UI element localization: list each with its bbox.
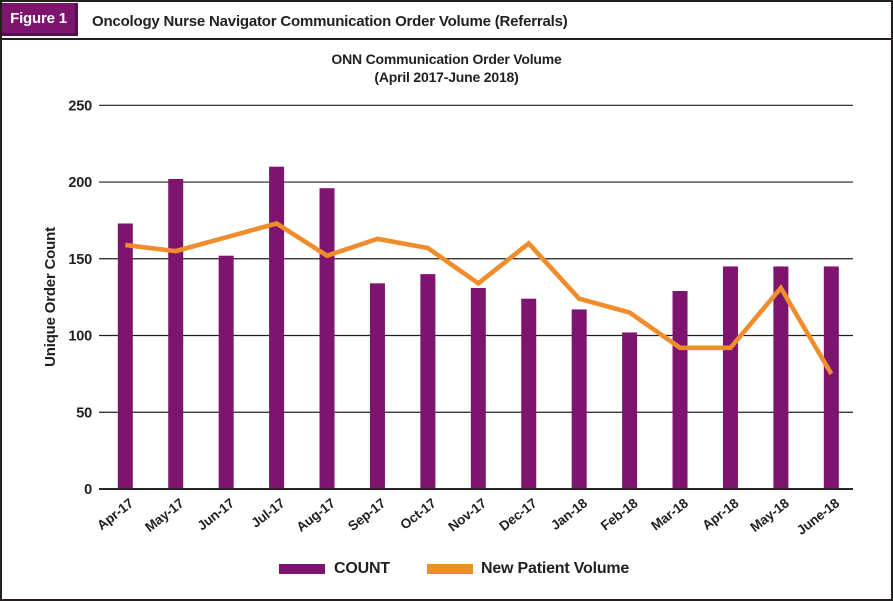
bar-Sep-17 — [369, 283, 385, 490]
x-tick-label-Sep-17: Sep-17 — [345, 496, 388, 534]
x-tick-label-May-18: May-18 — [747, 495, 792, 535]
x-tick-label-Jan-18: Jan-18 — [548, 495, 591, 533]
y-tick-label-200: 200 — [68, 175, 92, 191]
y-tick-label-100: 100 — [68, 329, 92, 345]
x-tick-label-Aug-17: Aug-17 — [294, 496, 338, 535]
x-tick-label-Feb-18: Feb-18 — [598, 495, 641, 533]
y-tick-label-250: 250 — [68, 98, 92, 114]
x-tick-label-Oct-17: Oct-17 — [397, 496, 438, 533]
chart-title-line2: (April 2017-June 2018) — [374, 69, 519, 85]
bar-Apr-17 — [117, 223, 133, 490]
x-tick-label-Apr-18: Apr-18 — [699, 495, 742, 533]
bar-June-18 — [823, 266, 839, 490]
x-tick-label-Mar-18: Mar-18 — [648, 495, 691, 533]
y-tick-label-0: 0 — [84, 482, 92, 498]
bar-May-17 — [168, 178, 184, 490]
x-tick-label-Jul-17: Jul-17 — [248, 496, 287, 531]
y-tick-label-150: 150 — [68, 252, 92, 268]
chart-title-line1: ONN Communication Order Volume — [331, 51, 562, 67]
x-tick-label-Jun-17: Jun-17 — [194, 496, 237, 534]
bar-Nov-17 — [470, 287, 486, 490]
x-tick-label-Dec-17: Dec-17 — [496, 496, 539, 534]
legend-label-count: COUNT — [334, 560, 390, 577]
figure-header: Figure 1 Oncology Nurse Navigator Commun… — [2, 2, 891, 40]
legend-swatch-count — [279, 564, 325, 574]
bar-Feb-18 — [622, 332, 638, 490]
bar-Oct-17 — [420, 274, 436, 490]
x-tick-label-June-18: June-18 — [794, 495, 843, 538]
x-tick-label-May-17: May-17 — [142, 496, 186, 535]
bar-Mar-18 — [672, 291, 688, 490]
figure-number-badge: Figure 1 — [2, 3, 78, 36]
bar-Apr-18 — [722, 266, 738, 490]
bar-Dec-17 — [521, 298, 537, 490]
bar-Jan-18 — [571, 309, 587, 490]
bar-Jun-17 — [218, 255, 234, 490]
y-axis-title: Unique Order Count — [42, 227, 59, 367]
legend-swatch-new-patient-volume — [427, 564, 473, 574]
figure-number-label: Figure 1 — [10, 9, 67, 27]
chart-title: ONN Communication Order Volume (April 20… — [2, 50, 891, 86]
figure-title: Oncology Nurse Navigator Communication O… — [92, 12, 568, 30]
chart-legend: COUNT New Patient Volume — [2, 556, 891, 590]
bar-Aug-17 — [319, 188, 335, 490]
bar-Jul-17 — [269, 166, 285, 490]
x-tick-label-Apr-17: Apr-17 — [94, 496, 136, 533]
legend-label-new-patient-volume: New Patient Volume — [481, 560, 630, 577]
x-tick-label-Nov-17: Nov-17 — [445, 496, 489, 535]
bar-May-18 — [773, 266, 789, 490]
y-tick-label-50: 50 — [76, 405, 92, 421]
new-patient-volume-line — [125, 220, 834, 376]
